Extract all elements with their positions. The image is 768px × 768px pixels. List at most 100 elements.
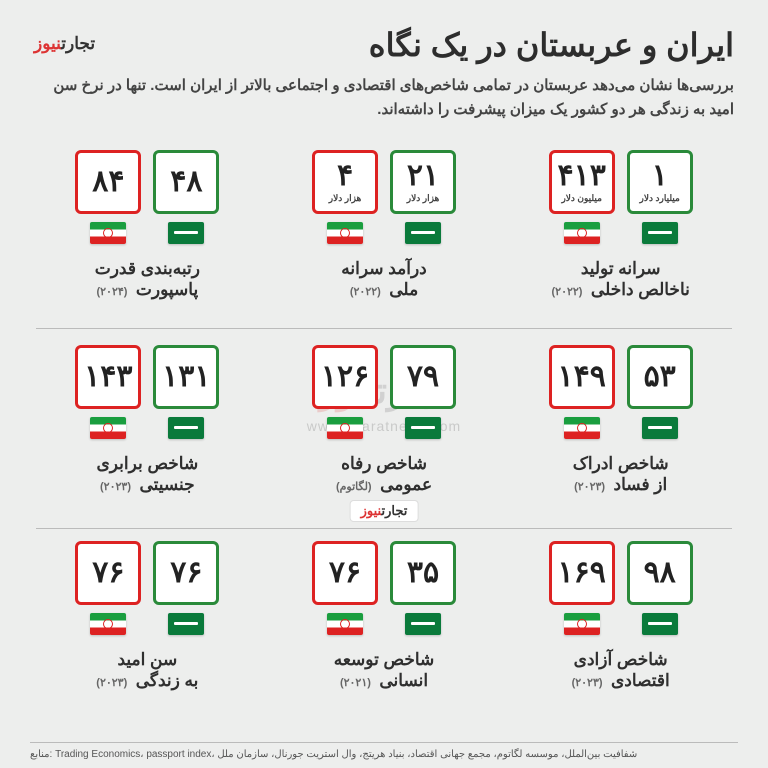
header: ایران و عربستان در یک نگاه بررسی‌ها نشان… — [0, 0, 768, 136]
metric-cell: ۳۵ ۷۶ شاخص توسعه انسانی (۲۰۲۱) — [273, 535, 496, 724]
metric-label-line1: رتبه‌بندی قدرت — [95, 258, 200, 280]
value-pair: ۹۸ ۱۶۹ — [549, 541, 693, 635]
saudi-value-box: ۱۳۱ — [153, 345, 219, 409]
value-unit: هزار دلار — [407, 193, 440, 204]
saudi-value-box: ۲۱ هزار دلار — [390, 150, 456, 214]
saudi-value: ۵۳ — [644, 362, 676, 392]
brand-logo-top: تجارتنیوز — [34, 34, 95, 54]
iran-value-box: ۷۶ — [312, 541, 378, 605]
saudi-box: ۹۸ — [627, 541, 693, 635]
metric-cell: ۷۹ ۱۲۶ شاخص رفاه عمومی (لگاتوم) — [273, 339, 496, 528]
brand-part2: نیوز — [34, 34, 61, 53]
metric-label-line2: عمومی — [380, 475, 432, 494]
iran-box: ۷۶ — [312, 541, 378, 635]
saudi-value-box: ۳۵ — [390, 541, 456, 605]
iran-value-box: ۱۴۹ — [549, 345, 615, 409]
value-pair: ۱ میلیارد دلار ۴۱۳ میلیون دلار — [549, 150, 693, 244]
metric-year: (۲۰۲۳) — [572, 677, 603, 689]
brand-part1: تجارت — [61, 34, 95, 53]
iran-value: ۴۱۳ — [558, 161, 606, 191]
value-unit: هزار دلار — [329, 193, 362, 204]
metric-label-line1: شاخص رفاه — [336, 453, 432, 475]
metric-label: رتبه‌بندی قدرت پاسپورت (۲۰۲۴) — [95, 258, 200, 300]
iran-value: ۱۶۹ — [558, 558, 606, 588]
value-pair: ۳۵ ۷۶ — [312, 541, 456, 635]
value-pair: ۴۸ ۸۴ — [75, 150, 219, 244]
metric-label-line1: سن امید — [96, 649, 198, 671]
saudi-flag-icon — [405, 417, 441, 439]
metric-cell: ۴۸ ۸۴ رتبه‌بندی قدرت پاسپورت (۲۰۲۴) — [36, 144, 259, 333]
iran-flag-icon — [327, 417, 363, 439]
metric-label-line2: ملی — [389, 280, 418, 299]
metric-label-line1: درآمد سرانه — [341, 258, 426, 280]
saudi-value-box: ۱ میلیارد دلار — [627, 150, 693, 214]
saudi-box: ۱۳۱ — [153, 345, 219, 439]
saudi-value: ۷۶ — [170, 558, 202, 588]
metrics-grid: ۱ میلیارد دلار ۴۱۳ میلیون دلار سرانه تول… — [0, 136, 768, 724]
metric-year: (۲۰۲۳) — [96, 677, 127, 689]
iran-value: ۱۴۳ — [84, 362, 132, 392]
saudi-flag-icon — [642, 613, 678, 635]
metric-label-line1: شاخص برابری — [96, 453, 198, 475]
saudi-flag-icon — [642, 417, 678, 439]
saudi-value: ۱ — [652, 161, 668, 191]
saudi-value: ۴۸ — [170, 167, 202, 197]
value-pair: ۲۱ هزار دلار ۴ هزار دلار — [312, 150, 456, 244]
metric-label: شاخص ادراک از فساد (۲۰۲۳) — [573, 453, 669, 495]
iran-value-box: ۷۶ — [75, 541, 141, 605]
metric-label-line2: به زندگی — [136, 671, 199, 690]
saudi-box: ۲۱ هزار دلار — [390, 150, 456, 244]
iran-value: ۷۶ — [329, 558, 361, 588]
metric-label: سرانه تولید ناخالص داخلی (۲۰۲۲) — [551, 258, 689, 300]
metric-label: شاخص آزادی اقتصادی (۲۰۲۳) — [572, 649, 670, 691]
value-pair: ۷۶ ۷۶ — [75, 541, 219, 635]
iran-box: ۸۴ — [75, 150, 141, 244]
value-unit: میلیارد دلار — [640, 193, 680, 204]
saudi-value-box: ۴۸ — [153, 150, 219, 214]
saudi-box: ۳۵ — [390, 541, 456, 635]
iran-flag-icon — [90, 222, 126, 244]
metric-cell: ۹۸ ۱۶۹ شاخص آزادی اقتصادی (۲۰۲۳) — [509, 535, 732, 724]
metric-cell: ۱ میلیارد دلار ۴۱۳ میلیون دلار سرانه تول… — [509, 144, 732, 333]
value-pair: ۵۳ ۱۴۹ — [549, 345, 693, 439]
iran-box: ۱۲۶ — [312, 345, 378, 439]
iran-box: ۱۶۹ — [549, 541, 615, 635]
saudi-value-box: ۷۶ — [153, 541, 219, 605]
iran-box: ۱۴۹ — [549, 345, 615, 439]
iran-value-box: ۱۲۶ — [312, 345, 378, 409]
saudi-value: ۱۳۱ — [162, 362, 210, 392]
saudi-box: ۴۸ — [153, 150, 219, 244]
iran-value-box: ۸۴ — [75, 150, 141, 214]
iran-flag-icon — [90, 613, 126, 635]
iran-box: ۷۶ — [75, 541, 141, 635]
metric-label: شاخص برابری جنسیتی (۲۰۲۳) — [96, 453, 198, 495]
metric-year: (۲۰۲۲) — [551, 286, 582, 298]
saudi-box: ۱ میلیارد دلار — [627, 150, 693, 244]
iran-flag-icon — [564, 222, 600, 244]
iran-value-box: ۱۶۹ — [549, 541, 615, 605]
iran-value: ۱۲۶ — [321, 362, 369, 392]
saudi-value-box: ۹۸ — [627, 541, 693, 605]
saudi-value: ۹۸ — [644, 558, 676, 588]
iran-value: ۷۶ — [92, 558, 124, 588]
saudi-flag-icon — [642, 222, 678, 244]
saudi-box: ۷۶ — [153, 541, 219, 635]
metric-label-line1: شاخص توسعه — [334, 649, 435, 671]
saudi-flag-icon — [168, 417, 204, 439]
iran-box: ۴ هزار دلار — [312, 150, 378, 244]
metric-cell: ۵۳ ۱۴۹ شاخص ادراک از فساد (۲۰۲۳) — [509, 339, 732, 528]
metric-label-line1: شاخص ادراک — [573, 453, 669, 475]
metric-year: (۲۰۲۳) — [574, 481, 605, 493]
metric-label-line2: از فساد — [614, 475, 668, 494]
iran-flag-icon — [90, 417, 126, 439]
iran-value: ۱۴۹ — [558, 362, 606, 392]
value-pair: ۷۹ ۱۲۶ — [312, 345, 456, 439]
value-unit: میلیون دلار — [561, 193, 601, 204]
metric-label-line1: شاخص آزادی — [572, 649, 670, 671]
sources-footer: منابع: Trading Economics، passport index… — [30, 742, 738, 760]
iran-flag-icon — [564, 417, 600, 439]
metric-label: سن امید به زندگی (۲۰۲۳) — [96, 649, 198, 691]
iran-flag-icon — [327, 222, 363, 244]
metric-label-line2: پاسپورت — [136, 280, 198, 299]
saudi-value-box: ۷۹ — [390, 345, 456, 409]
